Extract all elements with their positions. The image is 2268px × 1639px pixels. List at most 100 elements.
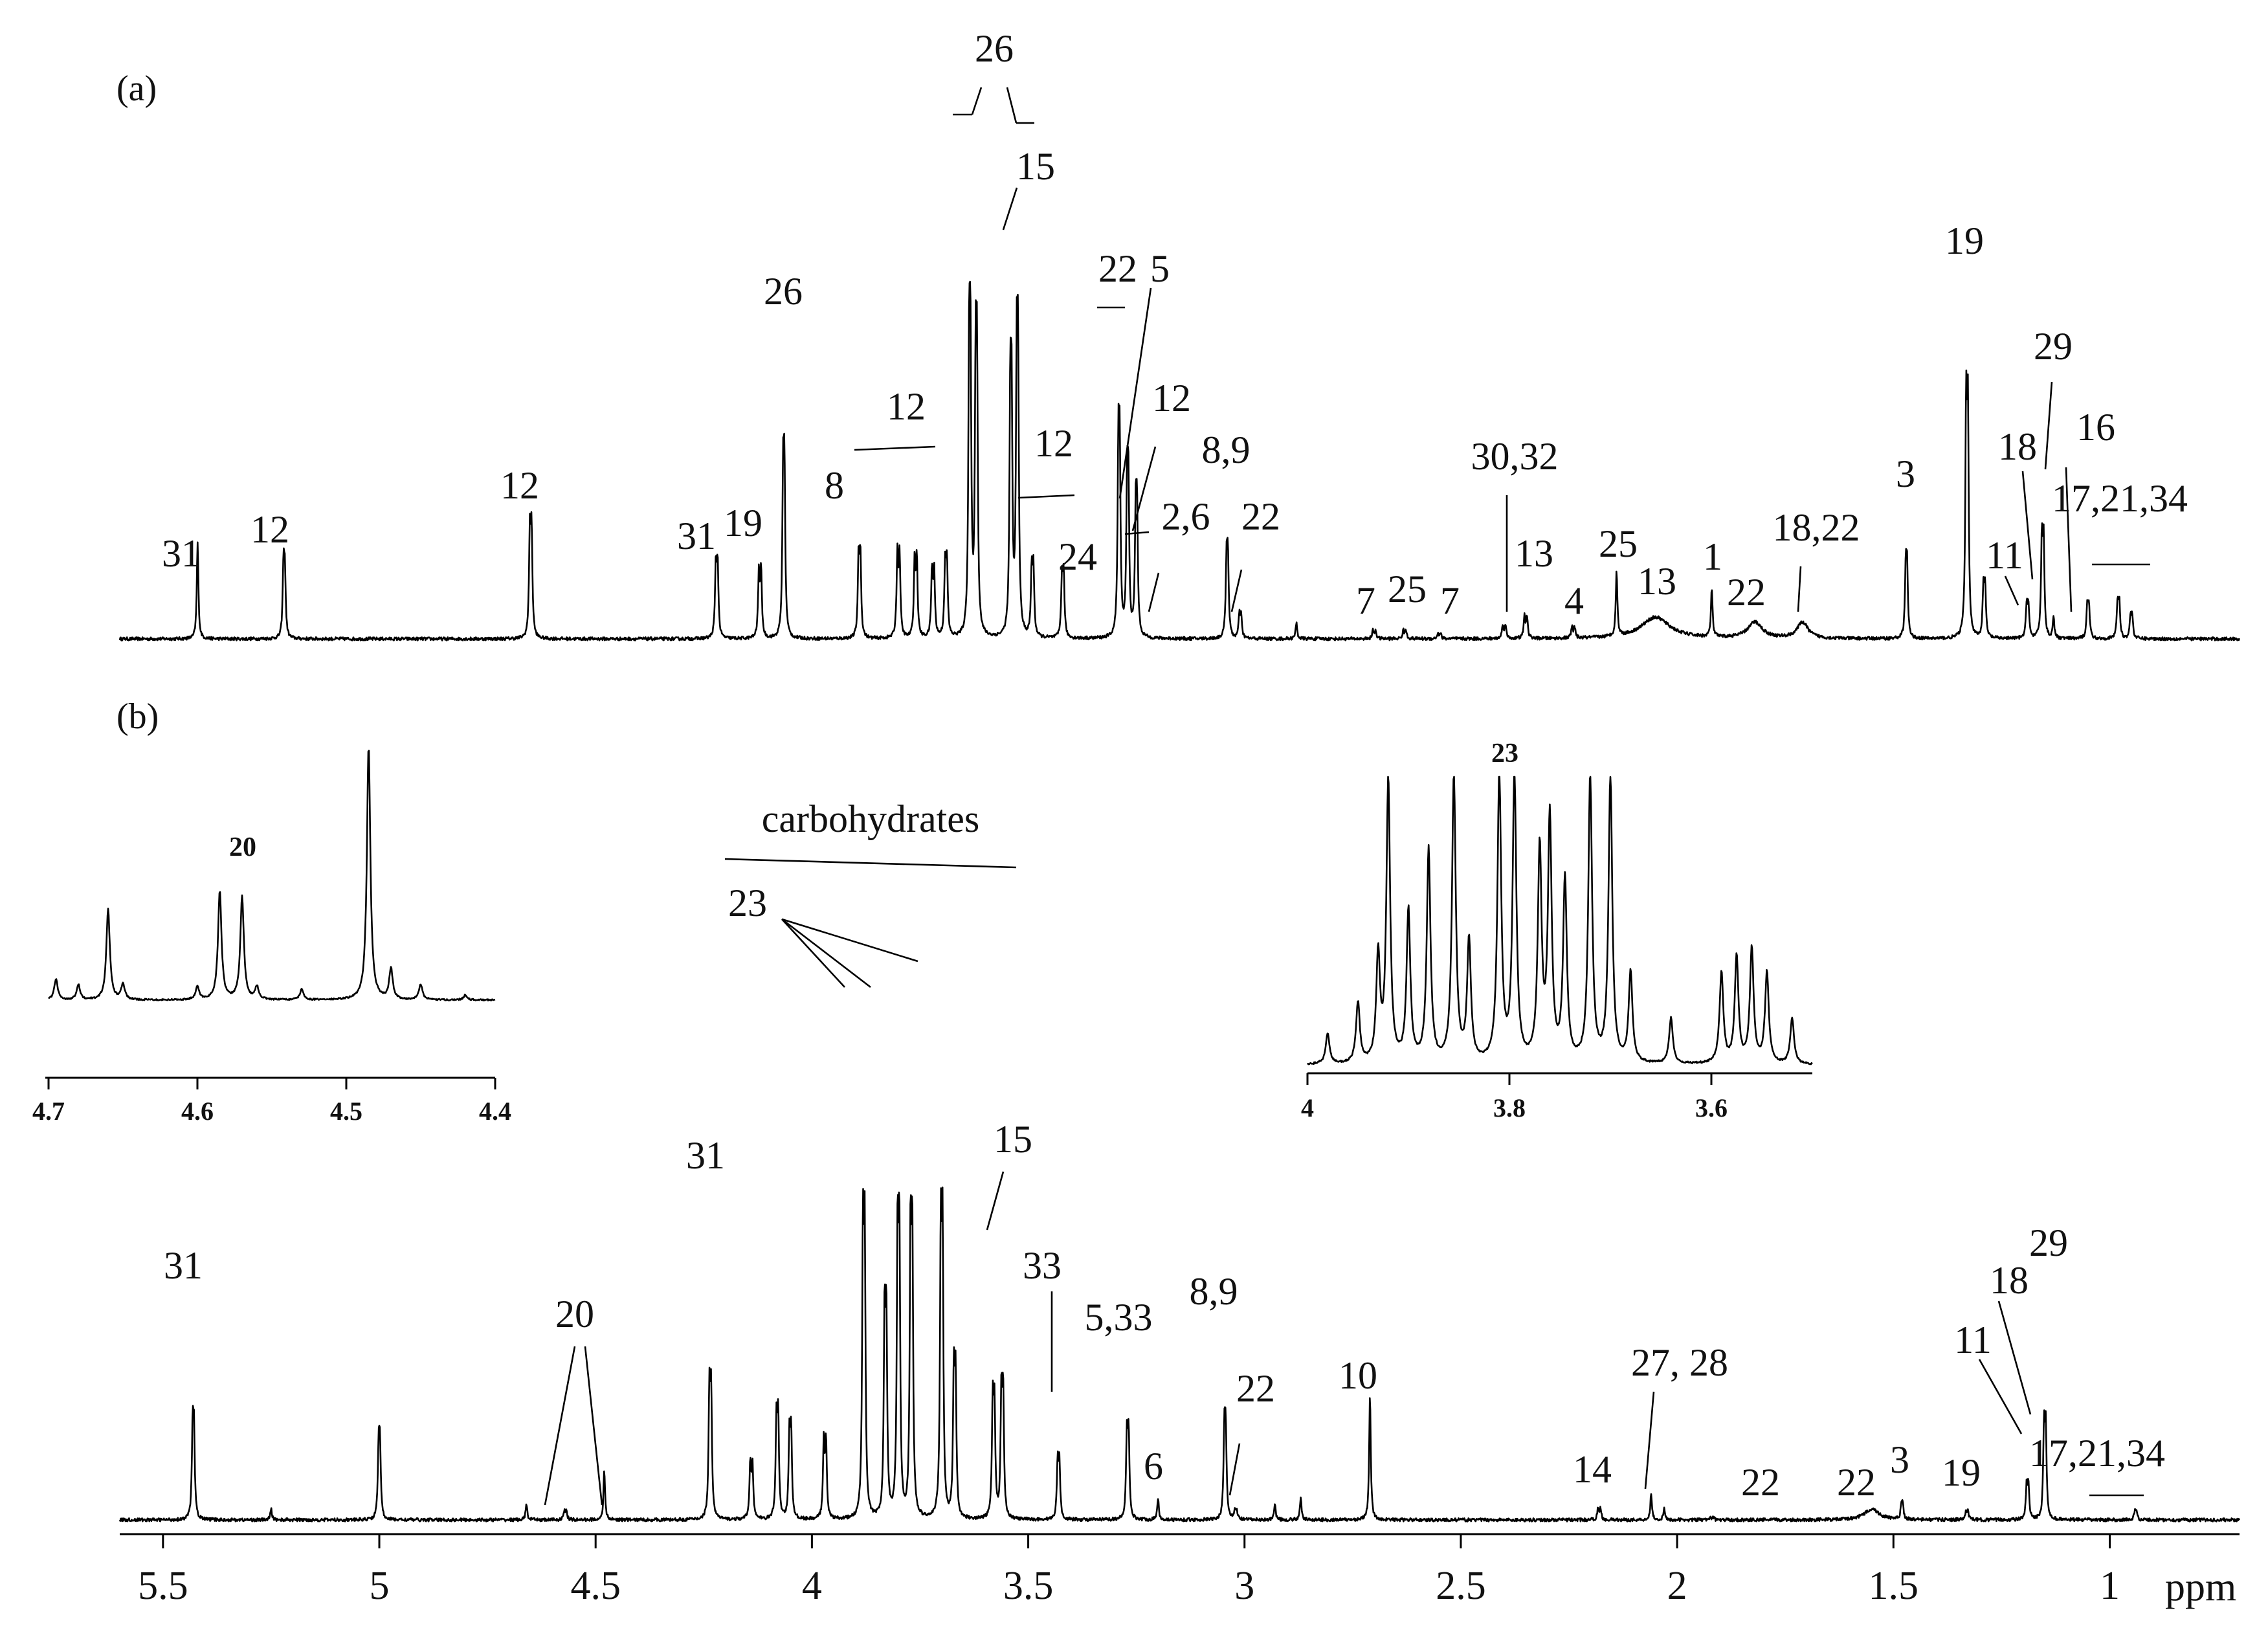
inset-1-ticks: 4.7 4.6 4.5 4.4 [32, 1078, 511, 1126]
annotation-line [2004, 575, 2019, 606]
annotation-line [2021, 471, 2034, 580]
annotation-line [781, 919, 845, 988]
inset-2-x-axis-tick-label: 3.8 [1493, 1093, 1526, 1122]
peak-label: 29 [2029, 1221, 2068, 1264]
peak-label: 19 [1945, 219, 1984, 262]
annotation-line [1148, 572, 1160, 612]
peak-label: 33 [1023, 1244, 1062, 1287]
annotation-line [781, 918, 918, 963]
peak-label: 12 [887, 385, 926, 428]
peak-label: 16 [2076, 406, 2115, 449]
peak-label: carbohydrates [762, 797, 980, 840]
peak-label: 7 [1356, 579, 1375, 622]
peak-label: 25 [1599, 522, 1638, 565]
inset-1-label: 20 [229, 832, 256, 862]
peak-label: 24 [1058, 535, 1097, 578]
peak-label: 18 [1990, 1259, 2029, 1302]
peak-label: 15 [994, 1118, 1032, 1161]
peak-label: 31 [164, 1244, 203, 1287]
inset-1-x-axis-tick-label: 4.7 [32, 1097, 65, 1126]
peak-label: 23 [728, 882, 767, 924]
panel-a-annotations: 31 12 12 31 19 26 8 12 26 15 12 22 5 12 … [162, 27, 2188, 622]
x-axis-tick-label: 4.5 [570, 1564, 621, 1608]
inset-2-x-axis-tick-label: 4 [1301, 1093, 1314, 1122]
peak-label: 26 [764, 270, 803, 313]
peak-label: 3 [1896, 452, 1915, 495]
peak-label: 15 [1016, 145, 1055, 188]
peak-label: 1 [1703, 535, 1722, 578]
x-axis-tick-label: 2 [1667, 1564, 1687, 1608]
peak-label: 12 [1152, 377, 1191, 419]
panel-a-label: (a) [117, 69, 157, 109]
main-x-ticks: 5.5 5 4.5 4 3.5 3 2.5 2 1.5 1 [138, 1534, 2120, 1608]
peak-label: 31 [677, 515, 716, 557]
peak-label: 4 [1564, 579, 1584, 622]
inset-2-trace [1306, 775, 1813, 1065]
annotation-line [1002, 187, 1018, 230]
inset-1-x-axis-tick-label: 4.5 [330, 1097, 362, 1126]
annotation-line [1124, 531, 1150, 535]
peak-label: 12 [1034, 422, 1073, 465]
annotation-line [854, 445, 936, 451]
peak-label: 19 [1942, 1451, 1981, 1494]
peak-label: 8,9 [1190, 1270, 1238, 1313]
peak-label: 17,21,34 [2052, 477, 2188, 520]
peak-label: 10 [1339, 1354, 1377, 1397]
x-axis-unit: ppm [2165, 1565, 2236, 1609]
peak-label: 19 [724, 502, 762, 544]
peak-label: 31 [686, 1134, 725, 1177]
annotation-line [1017, 494, 1075, 499]
annotation-line [1644, 1391, 1655, 1489]
peak-label: 22 [1236, 1367, 1275, 1410]
peak-label: 5 [1150, 247, 1170, 290]
peak-label: 8,9 [1202, 429, 1251, 471]
annotation-line [1228, 1443, 1241, 1496]
peak-label: 3 [1890, 1438, 1909, 1481]
panel-b-annotations: 31 20 31 carbohydrates 23 15 33 5,33 6 8… [164, 797, 2165, 1506]
inset-2-label: 23 [1491, 739, 1518, 768]
peak-label: 13 [1638, 560, 1676, 603]
peak-label: 22 [1741, 1461, 1780, 1504]
inset-1: 20 4.7 4.6 4.5 4.4 [32, 832, 511, 1126]
peak-label: 17,21,34 [2029, 1432, 2165, 1475]
peak-label: 5,33 [1085, 1296, 1153, 1339]
peak-label: 20 [555, 1293, 594, 1335]
x-axis-tick-label: 5 [370, 1564, 390, 1608]
annotation-line [1118, 287, 1152, 499]
peak-label: 8 [825, 464, 844, 507]
spectrum-trace-b [118, 1187, 2240, 1522]
peak-label: 25 [1388, 568, 1427, 610]
inset-1-trace [48, 750, 496, 1001]
peak-label: 11 [1954, 1319, 1992, 1361]
peak-label: 27, 28 [1631, 1341, 1728, 1384]
annotation-line [1230, 569, 1243, 612]
annotation-line [1131, 446, 1157, 531]
annotation-line [1978, 1359, 2023, 1434]
peak-label: 22 [1727, 571, 1766, 614]
x-axis-tick-label: 4 [802, 1564, 822, 1608]
annotation-line [1006, 87, 1017, 124]
x-axis-tick-label: 1.5 [1869, 1564, 1919, 1608]
annotation-line [2044, 381, 2053, 470]
peak-label: 14 [1573, 1448, 1612, 1491]
peak-label: 18,22 [1773, 506, 1860, 549]
inset-1-x-axis-tick-label: 4.6 [181, 1097, 214, 1126]
peak-label: 13 [1515, 532, 1553, 575]
peak-label: 12 [250, 508, 289, 551]
annotation-line [2065, 467, 2073, 612]
panel-b-label: (b) [117, 697, 159, 737]
peak-label: 6 [1144, 1445, 1163, 1488]
x-axis-tick-label: 2.5 [1436, 1564, 1486, 1608]
annotation-line [544, 1346, 576, 1506]
annotation-line [584, 1346, 603, 1506]
inset-2: 23 4 3.8 3.6 [1301, 739, 1812, 1122]
inset-1-x-axis-tick-label: 4.4 [479, 1097, 511, 1126]
spectrum-trace-a [118, 280, 2240, 641]
annotation-line [971, 87, 983, 115]
peak-label: 31 [162, 532, 201, 575]
peak-label: 22 [1837, 1461, 1876, 1504]
peak-label: 22 [1241, 495, 1280, 538]
peak-label: 7 [1440, 579, 1460, 622]
x-axis-tick-label: 3.5 [1003, 1564, 1054, 1608]
